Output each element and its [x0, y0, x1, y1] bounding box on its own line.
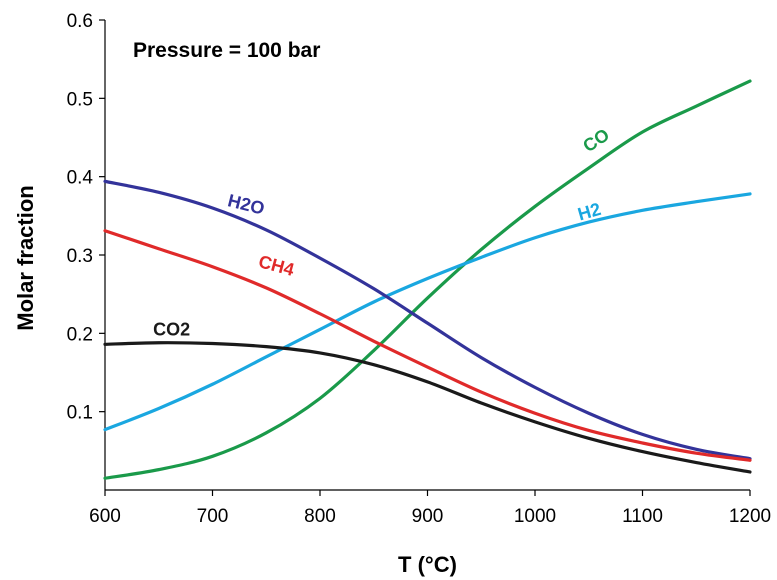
y-tick-label: 0.6 [67, 11, 93, 32]
y-tick-label: 0.5 [67, 89, 93, 110]
series-line-h2 [103, 192, 752, 432]
series-line-ch4 [103, 229, 752, 462]
y-tick-label: 0.1 [67, 403, 93, 424]
series-line-h2o [103, 179, 752, 461]
axes: 600 700 800 900 1000 1100 1200 0.1 0.2 0.3 0.4 0.5 0… [67, 11, 772, 527]
x-tick-label: 900 [412, 506, 444, 527]
x-tick-label: 600 [89, 506, 121, 527]
y-tick-label: 0.4 [67, 168, 94, 189]
y-tick-label: 0.3 [67, 246, 93, 267]
x-tick-label: 700 [197, 506, 229, 527]
y-axis-title: Molar fraction [13, 185, 38, 330]
x-axis-title: T (°C) [398, 552, 457, 577]
x-tick-label: 1000 [514, 506, 556, 527]
series-line-co2 [103, 341, 752, 474]
x-tick-label: 1100 [622, 506, 663, 527]
y-tick-label: 0.2 [67, 324, 93, 345]
series-label-co: CO [579, 125, 613, 157]
pressure-annotation: Pressure = 100 bar [133, 39, 320, 62]
series-label-co2: CO2 [153, 320, 190, 340]
series-label-ch4: CH4 [256, 251, 296, 280]
x-tick-label: 1200 [729, 506, 771, 527]
series-line-co [103, 79, 752, 480]
x-tick-label: 800 [304, 506, 336, 527]
series-layer [103, 79, 752, 480]
